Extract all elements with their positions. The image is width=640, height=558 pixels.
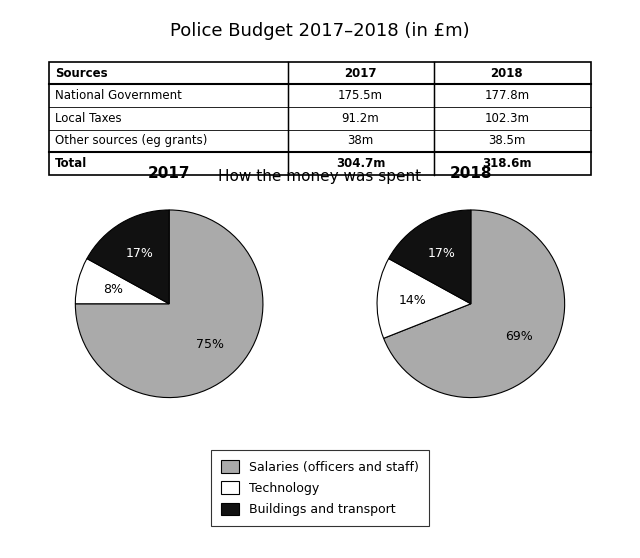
Text: 17%: 17% xyxy=(428,247,455,260)
Title: 2017: 2017 xyxy=(148,166,190,181)
Title: 2018: 2018 xyxy=(450,166,492,181)
Wedge shape xyxy=(383,210,564,398)
Text: 2017: 2017 xyxy=(344,66,377,80)
Wedge shape xyxy=(76,210,263,398)
Text: 304.7m: 304.7m xyxy=(336,157,385,170)
Text: How the money was spent: How the money was spent xyxy=(218,169,422,184)
Text: Sources: Sources xyxy=(54,66,108,80)
Text: 75%: 75% xyxy=(196,338,224,352)
Text: 177.8m: 177.8m xyxy=(484,89,529,102)
Wedge shape xyxy=(76,258,169,304)
Text: 69%: 69% xyxy=(505,330,533,343)
Text: National Government: National Government xyxy=(54,89,182,102)
Text: 318.6m: 318.6m xyxy=(482,157,532,170)
Wedge shape xyxy=(388,210,471,304)
Text: Total: Total xyxy=(54,157,87,170)
Text: 2018: 2018 xyxy=(490,66,523,80)
Text: 91.2m: 91.2m xyxy=(342,112,380,125)
Wedge shape xyxy=(87,210,169,304)
Text: 38m: 38m xyxy=(348,134,374,147)
Text: Local Taxes: Local Taxes xyxy=(54,112,122,125)
Text: Other sources (eg grants): Other sources (eg grants) xyxy=(54,134,207,147)
Text: 17%: 17% xyxy=(125,247,154,260)
Text: Police Budget 2017–2018 (in £m): Police Budget 2017–2018 (in £m) xyxy=(170,22,470,40)
Legend: Salaries (officers and staff), Technology, Buildings and transport: Salaries (officers and staff), Technolog… xyxy=(211,450,429,526)
Text: 8%: 8% xyxy=(103,283,123,296)
Text: 38.5m: 38.5m xyxy=(488,134,525,147)
Text: 14%: 14% xyxy=(399,294,427,307)
Text: 175.5m: 175.5m xyxy=(338,89,383,102)
Wedge shape xyxy=(377,258,471,338)
Text: 102.3m: 102.3m xyxy=(484,112,529,125)
